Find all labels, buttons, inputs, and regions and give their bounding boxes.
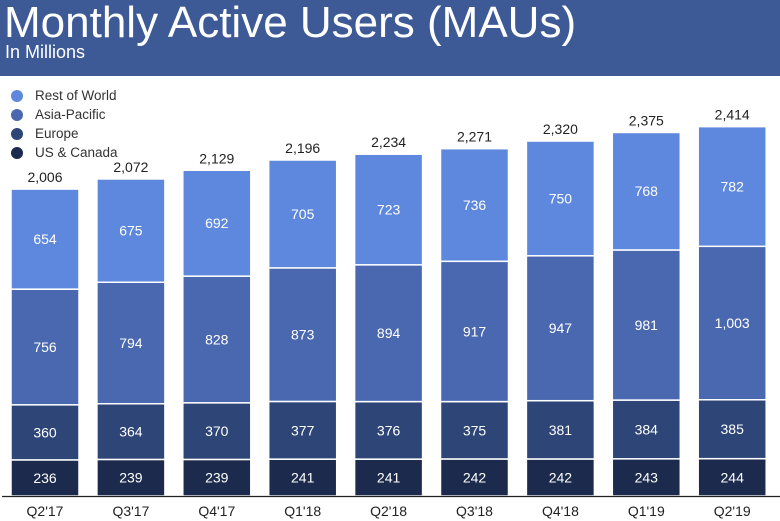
bar-segment bbox=[525, 140, 596, 257]
bar-segment bbox=[182, 169, 252, 277]
legend-item: US & Canada bbox=[10, 143, 118, 162]
data-label: 828 bbox=[205, 331, 229, 347]
bar-segment bbox=[96, 178, 166, 284]
data-label: 705 bbox=[291, 206, 315, 222]
bar-segment bbox=[267, 159, 338, 269]
data-label: 723 bbox=[377, 202, 401, 218]
bar-segment bbox=[10, 188, 80, 290]
x-tick-label: Q2'18 bbox=[370, 503, 407, 519]
data-label: 239 bbox=[205, 470, 229, 486]
bar-segment bbox=[697, 457, 767, 497]
x-tick-label: Q2'19 bbox=[714, 503, 751, 519]
legend-swatch bbox=[11, 89, 23, 102]
legend-label: US & Canada bbox=[35, 145, 118, 160]
data-label: 364 bbox=[119, 424, 143, 440]
bar-segment bbox=[697, 245, 767, 401]
legend-swatch bbox=[11, 108, 23, 121]
bar-segment bbox=[525, 399, 596, 460]
legend-label: Asia-Pacific bbox=[35, 107, 106, 122]
bar-segment bbox=[697, 399, 767, 460]
data-label: 654 bbox=[33, 231, 57, 247]
data-label: 736 bbox=[463, 197, 487, 213]
data-label: 873 bbox=[291, 327, 315, 343]
data-label: 243 bbox=[635, 469, 659, 485]
total-label: 2,320 bbox=[543, 121, 578, 137]
bar-segment bbox=[267, 267, 338, 403]
legend-item: Asia-Pacific bbox=[10, 105, 118, 124]
data-label: 239 bbox=[119, 470, 143, 486]
data-label: 782 bbox=[721, 178, 745, 194]
x-tick-label: Q3'18 bbox=[456, 503, 493, 519]
bar-segment bbox=[96, 458, 166, 497]
data-label: 947 bbox=[549, 320, 573, 336]
total-label: 2,271 bbox=[457, 129, 492, 145]
bar-segment bbox=[697, 125, 767, 248]
legend: Rest of World Asia-Pacific Europe US & Cana… bbox=[10, 86, 118, 162]
bar-segment bbox=[10, 404, 80, 461]
bar-segment bbox=[353, 458, 424, 497]
chart-title: Monthly Active Users (MAUs) bbox=[4, 0, 577, 47]
data-label: 375 bbox=[463, 422, 487, 438]
x-tick-label: Q1'18 bbox=[284, 503, 321, 519]
data-label: 360 bbox=[33, 424, 57, 440]
data-label: 376 bbox=[377, 422, 401, 438]
data-label: 794 bbox=[119, 335, 143, 351]
data-label: 768 bbox=[635, 183, 659, 199]
data-label: 241 bbox=[291, 470, 315, 486]
data-label: 750 bbox=[549, 190, 573, 206]
data-label: 1,003 bbox=[715, 315, 750, 331]
bar-segment bbox=[353, 400, 424, 460]
data-label: 242 bbox=[463, 469, 487, 485]
x-tick-label: Q4'17 bbox=[198, 503, 235, 519]
total-label: 2,234 bbox=[371, 134, 406, 150]
x-tick-label: Q2'17 bbox=[27, 503, 64, 519]
bar-segment bbox=[611, 399, 682, 460]
bar-segment bbox=[525, 255, 596, 402]
x-tick-label: Q4'18 bbox=[542, 503, 579, 519]
legend-item: Europe bbox=[10, 124, 118, 143]
data-label: 384 bbox=[635, 421, 659, 437]
legend-swatch bbox=[11, 127, 23, 140]
total-label: 2,414 bbox=[715, 107, 750, 123]
data-label: 692 bbox=[205, 215, 229, 231]
bar-segment bbox=[439, 147, 510, 263]
data-label: 756 bbox=[33, 339, 57, 355]
data-label: 894 bbox=[377, 325, 401, 341]
data-label: 242 bbox=[549, 469, 573, 485]
legend-label: Europe bbox=[35, 126, 79, 141]
data-label: 241 bbox=[377, 470, 401, 486]
data-label: 917 bbox=[463, 323, 487, 339]
data-label: 370 bbox=[205, 423, 229, 439]
total-label: 2,375 bbox=[629, 112, 664, 128]
legend-label: Rest of World bbox=[35, 88, 117, 103]
header-banner: Monthly Active Users (MAUs) In Millions bbox=[0, 0, 780, 76]
data-label: 236 bbox=[33, 470, 57, 486]
data-label: 381 bbox=[549, 422, 573, 438]
bar-segment bbox=[96, 402, 166, 461]
legend-item: Rest of World bbox=[10, 86, 118, 105]
x-tick-label: Q3'17 bbox=[112, 503, 149, 519]
data-label: 377 bbox=[291, 422, 315, 438]
bar-segment bbox=[182, 402, 252, 461]
bar-segment bbox=[96, 281, 166, 405]
bar-segment bbox=[439, 260, 510, 403]
total-label: 2,129 bbox=[199, 150, 234, 166]
bar-segment bbox=[439, 400, 510, 460]
total-label: 2,006 bbox=[27, 169, 62, 185]
bar-segment bbox=[611, 249, 682, 401]
bar-segment bbox=[353, 153, 424, 266]
total-label: 2,196 bbox=[285, 140, 320, 156]
data-label: 244 bbox=[721, 469, 745, 485]
bar-segment bbox=[267, 400, 338, 460]
x-tick-label: Q1'19 bbox=[628, 503, 665, 519]
data-label: 981 bbox=[635, 317, 659, 333]
data-label: 385 bbox=[721, 421, 745, 437]
data-label: 675 bbox=[119, 223, 143, 239]
legend-swatch bbox=[11, 146, 23, 159]
chart-subtitle: In Millions bbox=[5, 42, 86, 62]
total-label: 2,072 bbox=[113, 159, 148, 175]
bar-segment bbox=[611, 131, 682, 251]
